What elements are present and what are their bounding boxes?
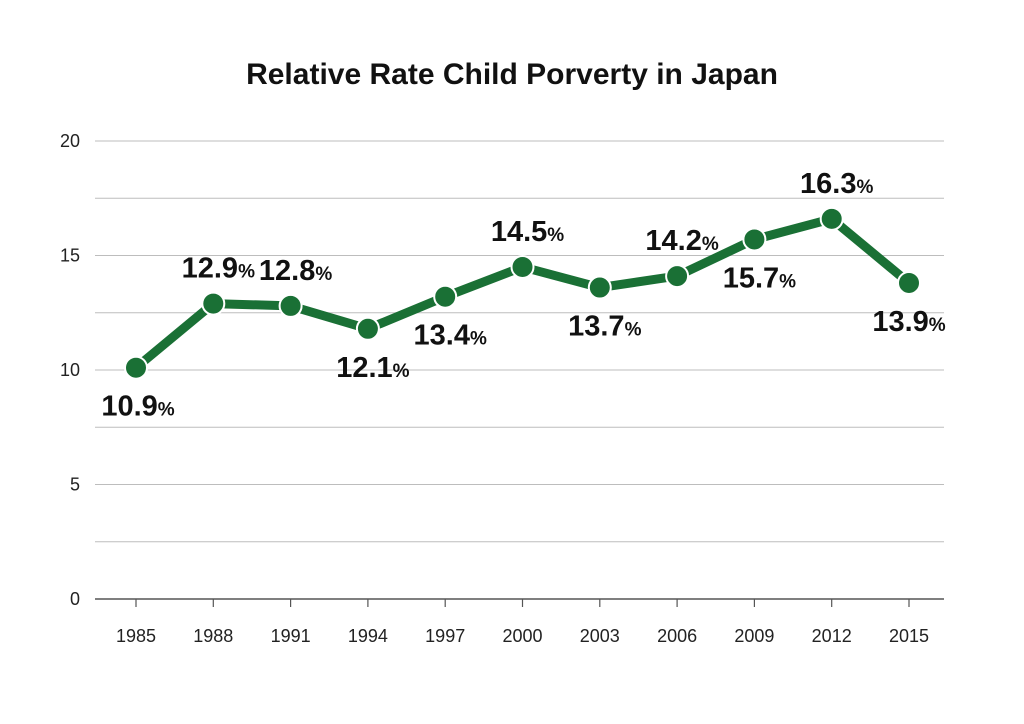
data-point (355, 316, 380, 341)
data-label: 12.9% (182, 253, 255, 285)
x-tick-label: 2003 (580, 626, 620, 646)
data-label: 14.2% (645, 225, 718, 257)
y-tick-labels: 0 5 10 15 20 (60, 131, 80, 609)
data-point (897, 270, 921, 295)
data-point (201, 291, 226, 316)
x-tick-label: 1988 (193, 626, 233, 646)
x-tick-label: 1985 (116, 626, 156, 646)
data-label: 13.9% (872, 306, 945, 338)
data-point (433, 284, 458, 309)
grid-lines (95, 140, 944, 543)
data-labels: 10.9% 12.9% 12.8% 12.1%13.4% 14.5% 13.7% 14.2%… (101, 168, 945, 423)
x-tick-labels: 1985 1988 1991 1994 1997 2000 2003 2006 2009 2012… (116, 626, 929, 646)
x-tick-label: 2000 (502, 626, 542, 646)
data-point (510, 254, 535, 279)
axes (95, 598, 944, 607)
chart-title: Relative Rate Child Porverty in Japan (246, 58, 778, 91)
data-label: 14.5% (491, 216, 564, 248)
y-tick-label: 15 (60, 246, 80, 266)
x-tick-label: 2009 (734, 626, 774, 646)
data-label: 15.7% (723, 262, 796, 294)
data-label: 13.7% (568, 311, 641, 343)
data-point (124, 355, 148, 380)
x-tick-label: 2015 (889, 626, 929, 646)
data-points (124, 206, 921, 380)
data-label: 13.4% (414, 320, 487, 352)
data-label: 16.3% (800, 168, 873, 200)
data-point (742, 227, 767, 252)
data-point (819, 206, 844, 231)
data-label: 10.9% (101, 391, 174, 423)
y-tick-label: 20 (60, 131, 80, 151)
x-tick-label: 2006 (657, 626, 697, 646)
x-tick-label: 1997 (425, 626, 465, 646)
y-tick-label: 10 (60, 360, 80, 380)
y-tick-label: 0 (70, 589, 80, 609)
data-label: 12.8% (259, 255, 332, 287)
x-tick-label: 2012 (812, 626, 852, 646)
x-tick-label: 1994 (348, 626, 388, 646)
y-tick-label: 5 (70, 475, 80, 495)
data-point (278, 293, 303, 318)
x-tick-label: 1991 (271, 626, 311, 646)
data-point (665, 264, 690, 289)
data-label: 12.1% (336, 352, 409, 384)
data-point (587, 275, 612, 300)
